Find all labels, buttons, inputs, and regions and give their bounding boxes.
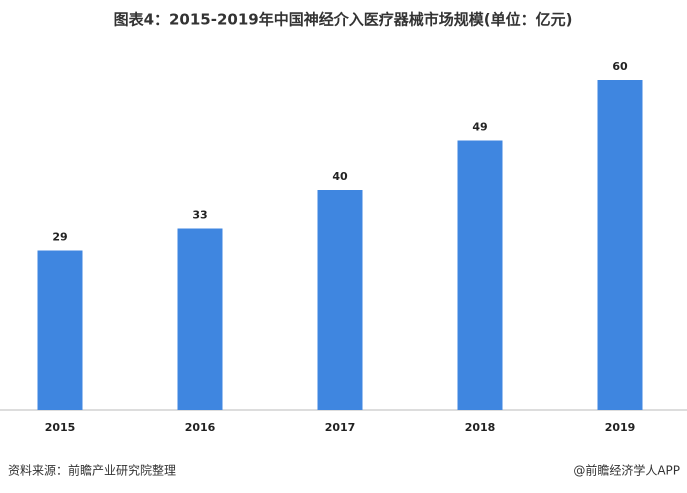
- source-note: 资料来源：前瞻产业研究院整理: [8, 463, 176, 478]
- value-label: 33: [192, 209, 207, 222]
- bar: [457, 140, 503, 410]
- x-tick-label: 2017: [325, 421, 356, 434]
- bar: [177, 228, 223, 410]
- x-tick-label: 2016: [185, 421, 216, 434]
- x-tick-label: 2018: [465, 421, 496, 434]
- bar: [37, 250, 83, 410]
- x-tick-label: 2015: [45, 421, 76, 434]
- x-tick-label: 2019: [605, 421, 636, 434]
- brand-note: @前瞻经济学人APP: [573, 463, 680, 478]
- bar: [597, 80, 643, 410]
- value-label: 40: [332, 170, 348, 183]
- chart-title: 图表4：2015-2019年中国神经介入医疗器械市场规模(单位：亿元): [114, 11, 573, 29]
- value-label: 60: [612, 60, 628, 73]
- value-label: 49: [472, 121, 487, 134]
- bar: [317, 190, 363, 410]
- value-label: 29: [52, 231, 67, 244]
